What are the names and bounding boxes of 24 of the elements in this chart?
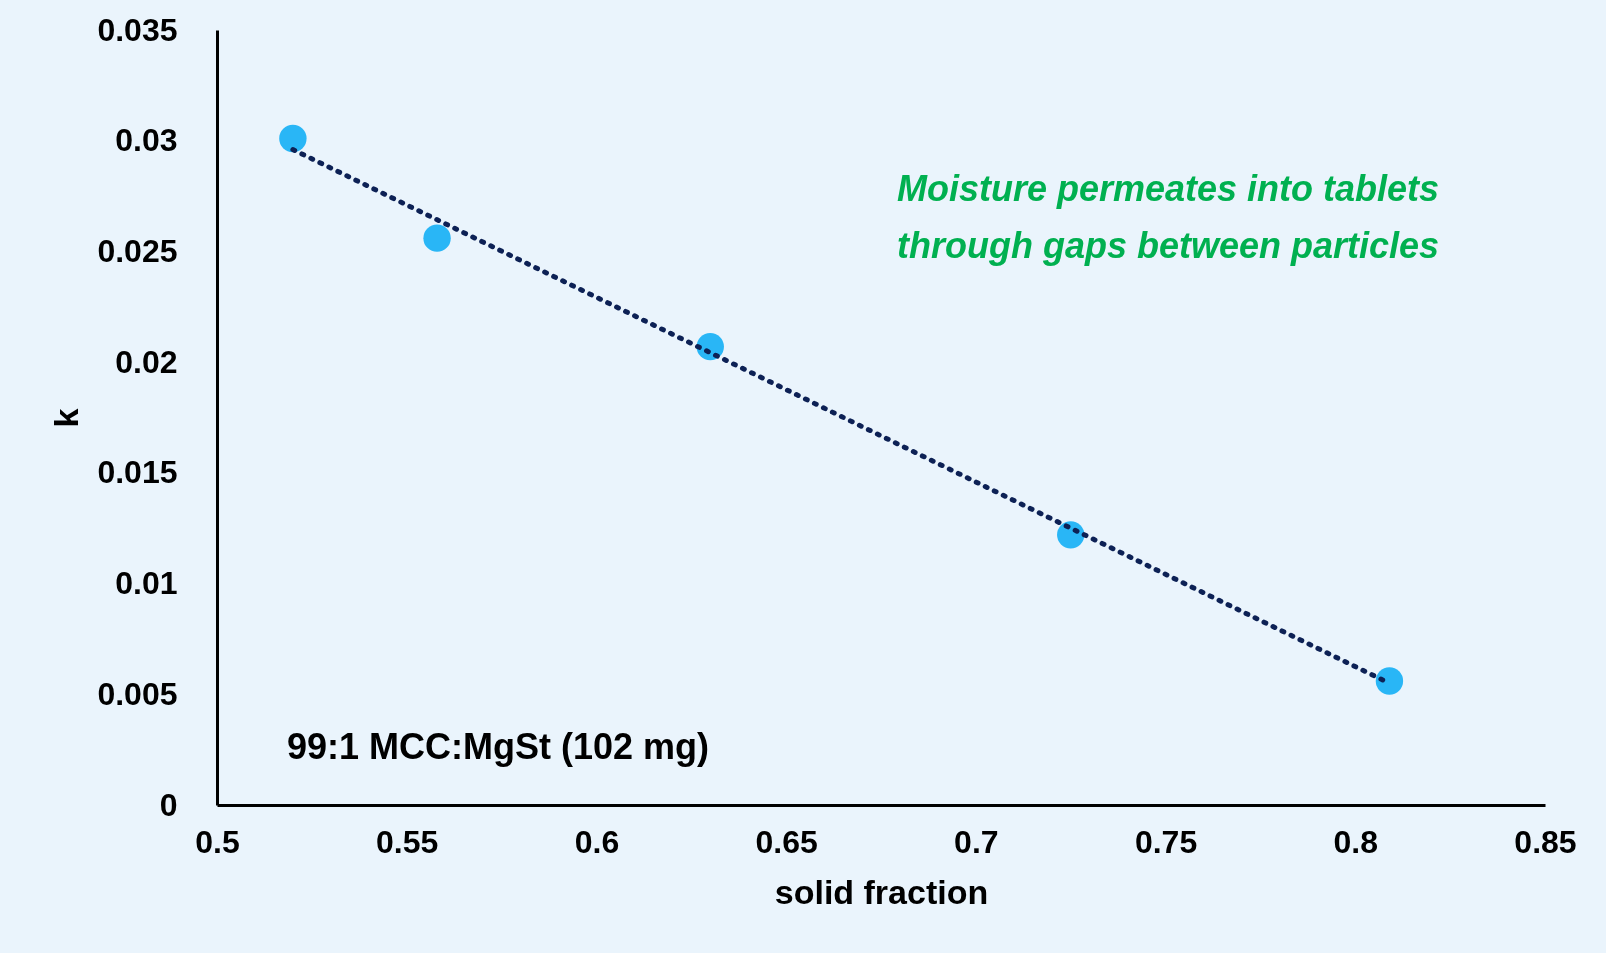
y-tick-label: 0.01 bbox=[115, 565, 178, 602]
y-tick-label: 0.025 bbox=[97, 232, 178, 269]
x-axis-title: solid fraction bbox=[774, 872, 989, 911]
y-tick-label: 0.03 bbox=[115, 122, 178, 159]
y-tick-label: 0.035 bbox=[97, 11, 178, 48]
y-tick-label: 0.015 bbox=[97, 454, 178, 491]
x-tick-label: 0.6 bbox=[574, 823, 620, 860]
x-tick-label: 0.8 bbox=[1333, 823, 1379, 860]
y-tick-label: 0.02 bbox=[115, 343, 178, 380]
annotation: 99:1 MCC:MgSt (102 mg) bbox=[287, 726, 710, 767]
y-tick-label: 0 bbox=[159, 786, 178, 823]
x-tick-label: 0.7 bbox=[954, 823, 999, 860]
point bbox=[1375, 667, 1404, 695]
point bbox=[279, 124, 307, 153]
x-tick-label: 0.55 bbox=[376, 823, 439, 860]
x-tick-label: 0.65 bbox=[755, 823, 818, 860]
x-tick-label: 0.5 bbox=[195, 823, 240, 860]
x-tick-label: 0.75 bbox=[1134, 823, 1198, 860]
annotation: through gaps between particles bbox=[897, 225, 1440, 266]
y-tick-label: 0.005 bbox=[97, 675, 178, 712]
y-axis-title: k bbox=[47, 408, 86, 428]
x-tick-label: 0.85 bbox=[1514, 823, 1577, 860]
annotation: Moisture permeates into tablets bbox=[897, 168, 1440, 209]
point bbox=[423, 224, 451, 252]
